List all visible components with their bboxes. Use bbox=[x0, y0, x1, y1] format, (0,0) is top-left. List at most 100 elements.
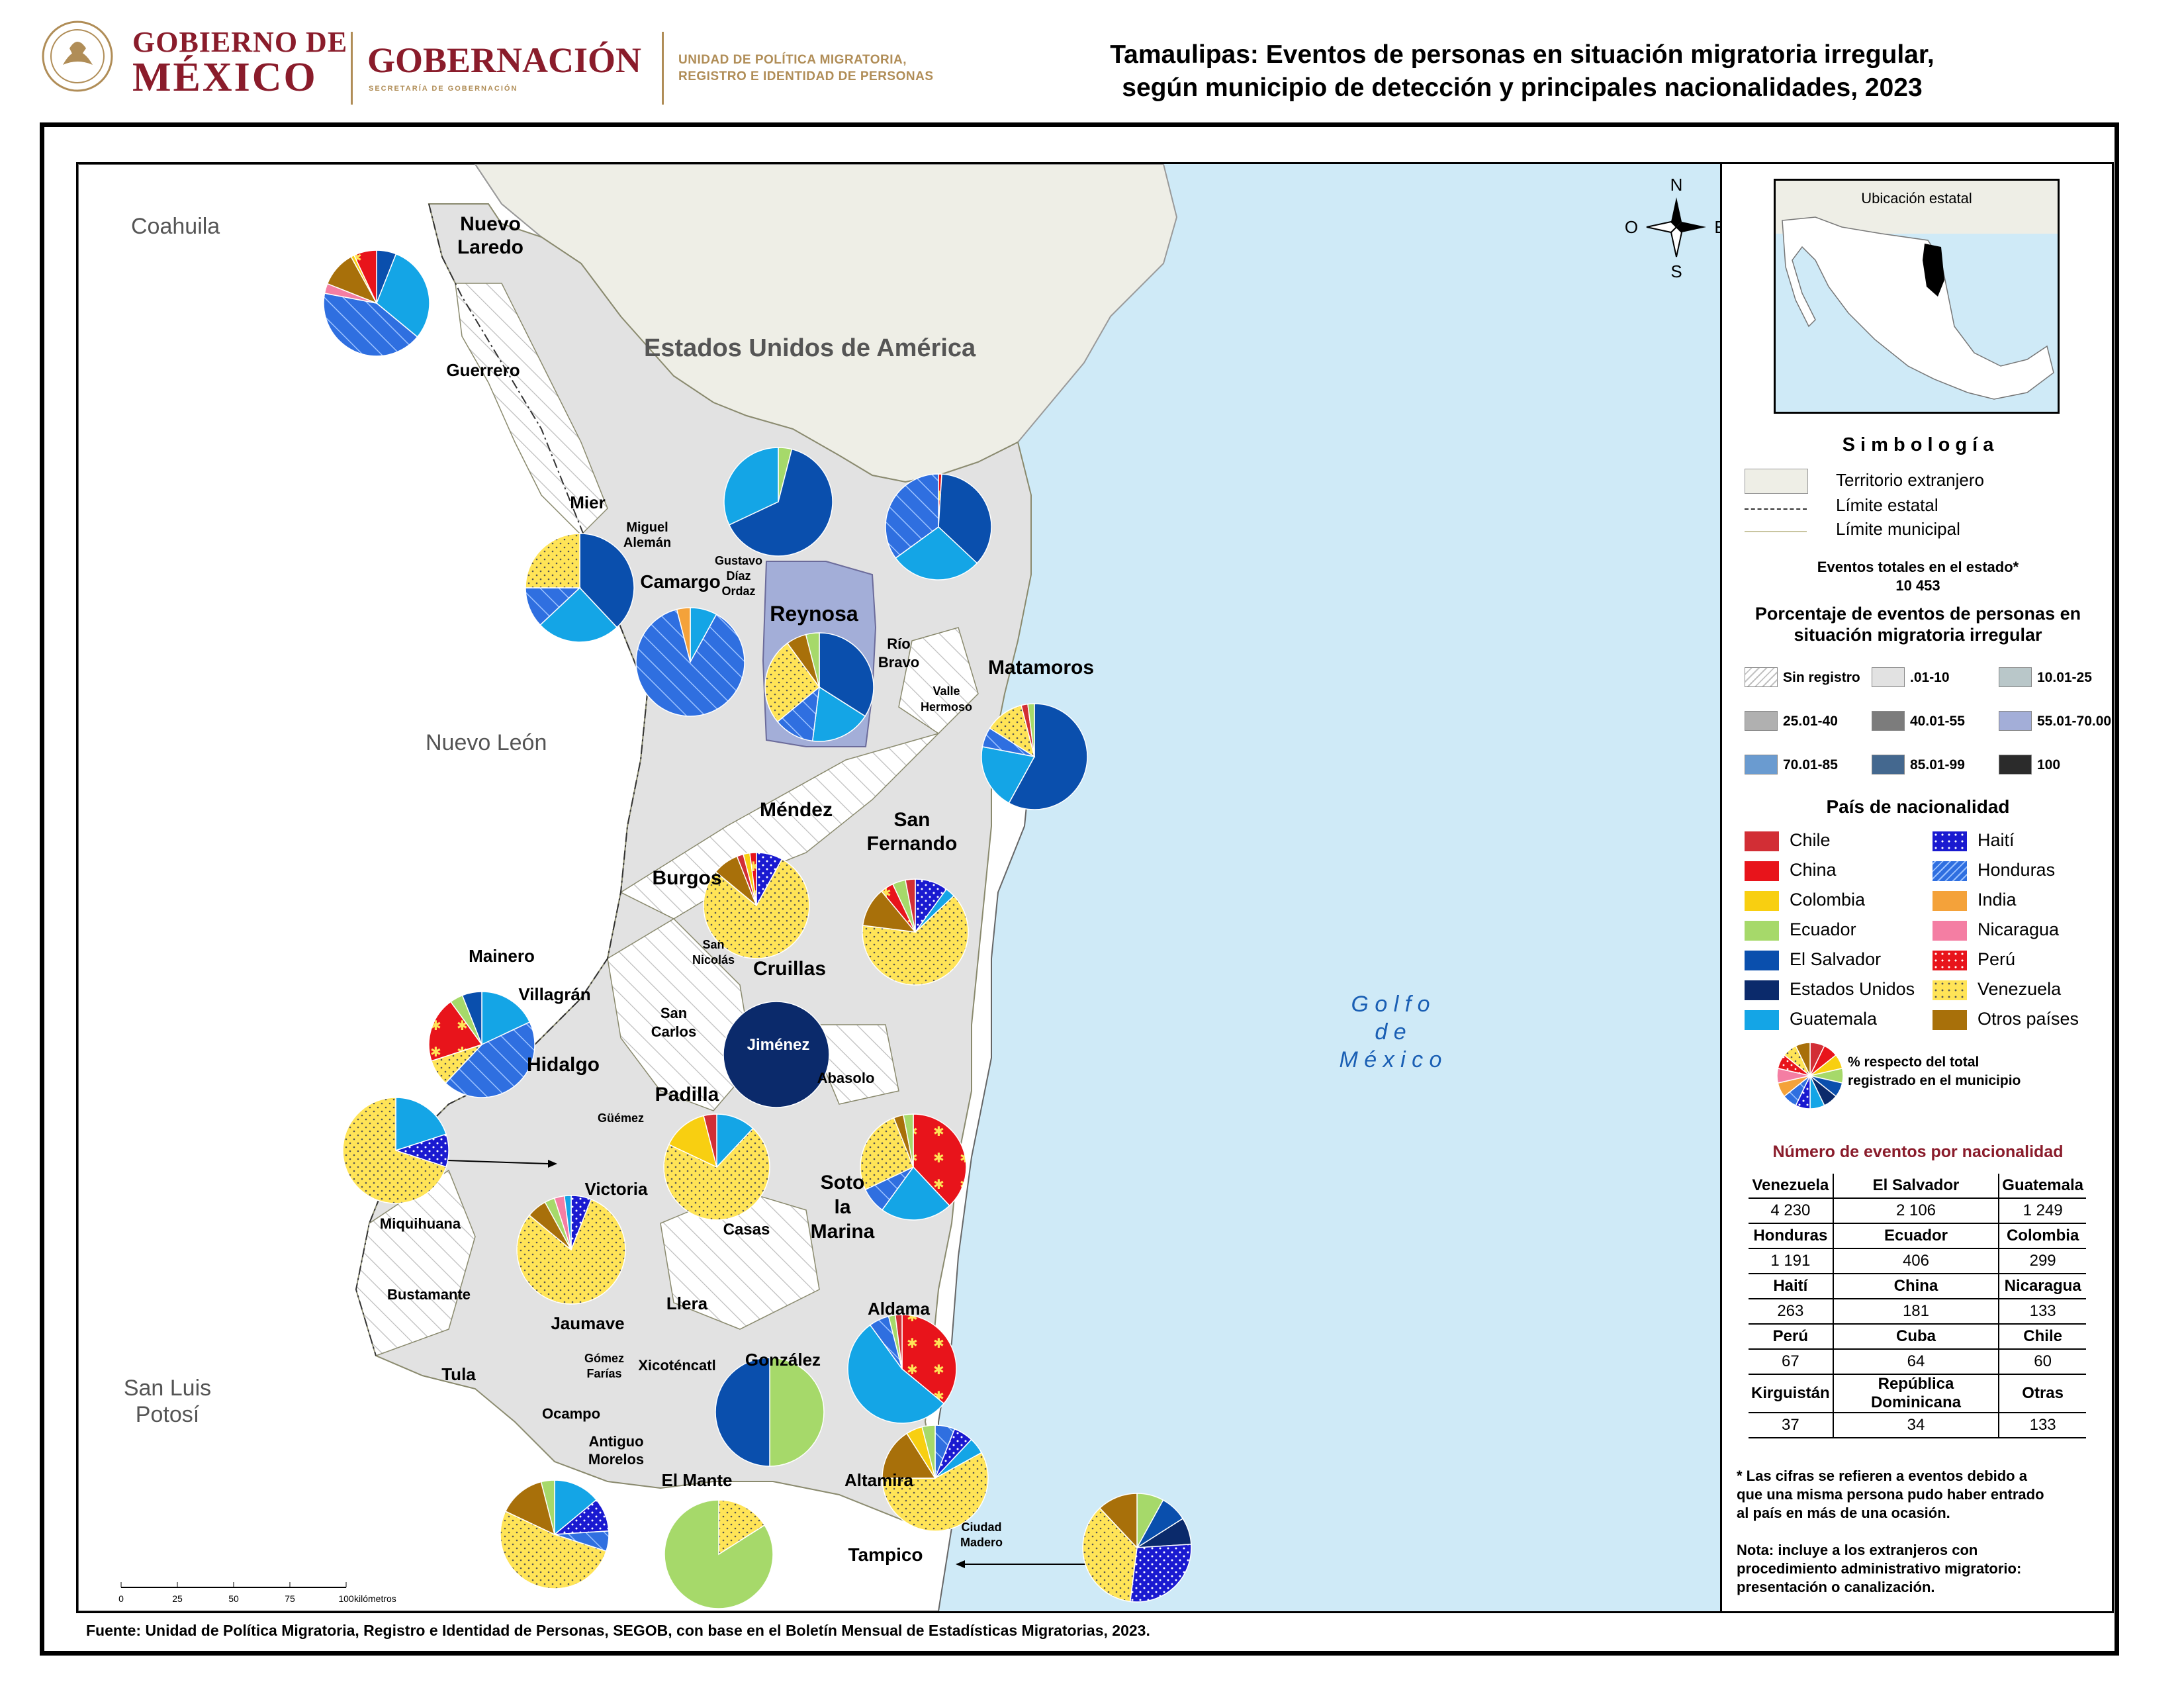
arrow-head bbox=[956, 1560, 965, 1568]
nationality-counts-table: Venezuela El Salvador Guatemala 4 230 2 106 1… bbox=[1749, 1174, 2086, 1438]
pie-reynosa bbox=[764, 632, 874, 742]
map-canvas: ✱ bbox=[78, 164, 1720, 1611]
pie-guemez-slice-venezuela bbox=[342, 1097, 447, 1204]
label-casas: Casas bbox=[723, 1221, 770, 1239]
pie-camargo-slice-el-salvador bbox=[579, 533, 635, 628]
label-san-carlos: San bbox=[660, 1005, 687, 1021]
label-miguel-aleman-2: Alemán bbox=[623, 536, 671, 550]
pie-reynosa-slice-honduras bbox=[776, 686, 820, 742]
pie-reynosa-norte-slice-guatemala bbox=[723, 447, 779, 526]
nationality-label: Perú bbox=[1978, 949, 2016, 969]
unidad-line2: REGISTRO E IDENTIDAD DE PERSONAS bbox=[678, 70, 934, 83]
abasolo-area bbox=[805, 1024, 899, 1105]
label-mainero: Mainero bbox=[469, 946, 535, 966]
table-cell: 67 bbox=[1749, 1349, 1833, 1375]
pie-rio-bravo-slice-honduras bbox=[885, 473, 939, 559]
table-header-cell: China bbox=[1832, 1274, 1999, 1299]
sample-pie-icon bbox=[1776, 1042, 1844, 1109]
label-hidalgo: Hidalgo bbox=[527, 1054, 600, 1076]
source-note: Fuente: Unidad de Política Migratoria, R… bbox=[86, 1622, 1150, 1639]
label-antiguo-morelos: Antiguo bbox=[588, 1433, 643, 1450]
label-ocampo: Ocampo bbox=[542, 1405, 600, 1422]
label-soto-3: Marina bbox=[811, 1221, 875, 1243]
pie-altamira bbox=[882, 1425, 989, 1532]
table-header-cell: Guatemala bbox=[1998, 1174, 2086, 1199]
pie-rio-bravo-slice-el-salvador bbox=[938, 473, 992, 564]
pie-nuevo-laredo-slice-honduras bbox=[323, 293, 418, 357]
label-nuevo-leon: Nuevo León bbox=[426, 730, 547, 755]
state-limit-swatch bbox=[1745, 508, 1807, 510]
pie-camargo-slice-venezuela bbox=[525, 533, 580, 588]
table-cell: 133 bbox=[1998, 1413, 2086, 1438]
class-swatch bbox=[1745, 711, 1778, 731]
pie-antiguo-morelos bbox=[500, 1479, 610, 1589]
footnote: * Las cifras se refieren a eventos debid… bbox=[1737, 1467, 2044, 1523]
table-row: 263 181 133 bbox=[1749, 1299, 2086, 1325]
pie-reynosa-slice-venezuela bbox=[764, 642, 821, 723]
label-soto-2: la bbox=[834, 1196, 850, 1218]
table-header-cell: Cuba bbox=[1832, 1324, 1999, 1350]
pie-padilla-slice-chile bbox=[703, 1113, 717, 1168]
table-header-row: Honduras Ecuador Colombia bbox=[1749, 1223, 2086, 1249]
nationality-swatch bbox=[1933, 831, 1967, 851]
label-golfo: G o l f o bbox=[1351, 992, 1430, 1017]
nationality-label: El Salvador bbox=[1790, 949, 1882, 969]
table-cell: 299 bbox=[1998, 1248, 2086, 1274]
nationality-swatch bbox=[1745, 951, 1779, 970]
pie-victoria bbox=[516, 1195, 626, 1305]
pie-antiguo-morelos-slice-otros-pa-ses bbox=[504, 1481, 556, 1536]
pie-camargo bbox=[525, 533, 635, 643]
pie-gonzalez-slice-el-salvador bbox=[715, 1357, 770, 1467]
foreign-swatch bbox=[1745, 469, 1808, 494]
legend-panel: Ubicación estatal S i m b o l o g í a Te… bbox=[1722, 162, 2114, 1613]
table-header-cell: Kirguistán bbox=[1749, 1374, 1833, 1413]
label-san-nicolas: San bbox=[702, 938, 724, 951]
pie-jimenez-slice-estados-unidos bbox=[723, 1001, 830, 1108]
pie-hidalgo bbox=[428, 991, 535, 1098]
table-header-row: Haití China Nicaragua bbox=[1749, 1274, 2086, 1299]
table-cell: 1 249 bbox=[1998, 1198, 2086, 1224]
table-cell: 1 191 bbox=[1749, 1248, 1833, 1274]
pie-camargo-slice-guatemala bbox=[539, 586, 618, 643]
nationality-label: Nicaragua bbox=[1978, 919, 2060, 939]
pie-san-fernando-slice-otros-pa-ses bbox=[862, 890, 917, 933]
nationality-swatch bbox=[1745, 861, 1779, 881]
inset-mexico-icon bbox=[1776, 181, 2058, 400]
table-cell: 133 bbox=[1998, 1299, 2086, 1325]
gov-line1: GOBIERNO DE bbox=[132, 26, 348, 58]
table-row: 37 34 133 bbox=[1749, 1413, 2086, 1438]
label-mendez: Méndez bbox=[760, 799, 833, 821]
pie-padilla-slice-venezuela bbox=[663, 1127, 770, 1221]
arrow-head bbox=[548, 1160, 557, 1168]
pie-soto-la-marina bbox=[860, 1113, 967, 1221]
table-cell: 4 230 bbox=[1749, 1198, 1833, 1224]
nationality-label: Haití bbox=[1978, 830, 2015, 850]
pie-matamoros bbox=[981, 703, 1088, 810]
pie-san-fernando-slice-chile bbox=[905, 878, 916, 933]
pie-el-mante-slice-venezuela bbox=[718, 1499, 766, 1556]
label-rio-bravo: Río bbox=[887, 635, 910, 652]
nationality-label: Venezuela bbox=[1978, 979, 2062, 999]
label-soto: Soto bbox=[821, 1172, 865, 1194]
label-tula: Tula bbox=[441, 1364, 476, 1384]
divider bbox=[351, 32, 353, 105]
label-gustavo-3: Ordaz bbox=[721, 585, 755, 598]
pie-gonzalez bbox=[715, 1357, 825, 1467]
pie-antiguo-morelos-slice-ecuador bbox=[540, 1479, 555, 1535]
sym-muni-limit: Límite municipal bbox=[1836, 519, 1960, 539]
label-el-mante: El Mante bbox=[662, 1470, 733, 1490]
nota: Nota: incluye a los extranjeros con proc… bbox=[1737, 1541, 2021, 1597]
pie-camargo-slice-honduras bbox=[525, 587, 581, 626]
pct-title-1: Porcentaje de eventos de personas en bbox=[1754, 604, 2081, 624]
table-header-cell: Colombia bbox=[1998, 1223, 2086, 1249]
scale-tick: 0 bbox=[118, 1593, 124, 1604]
table-header-cell: Haití bbox=[1749, 1274, 1833, 1299]
pie-matamoros-slice-guatemala bbox=[981, 746, 1036, 804]
scale-tick: 75 bbox=[285, 1593, 295, 1604]
label-cruillas: Cruillas bbox=[753, 958, 826, 980]
table-header-row: Kirguistán República Dominicana Otras bbox=[1749, 1374, 2086, 1413]
label-miquihuana: Miquihuana bbox=[380, 1215, 461, 1232]
map-area: ✱ bbox=[76, 162, 1722, 1613]
pie-el-mante-slice-ecuador bbox=[664, 1499, 774, 1609]
unidad-line1: UNIDAD DE POLÍTICA MIGRATORIA, bbox=[678, 53, 907, 67]
